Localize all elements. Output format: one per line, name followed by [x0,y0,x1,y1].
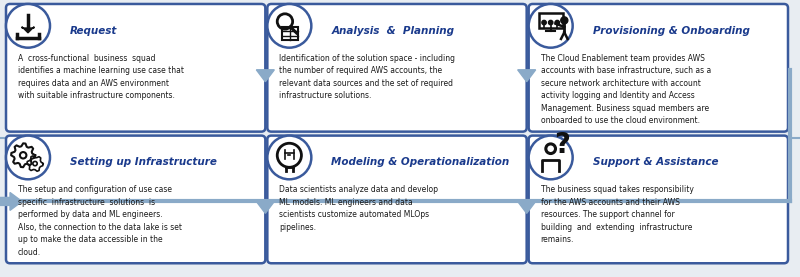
FancyArrow shape [518,70,536,82]
FancyArrow shape [256,201,274,213]
Text: The business squad takes responsibility
for the AWS accounts and their AWS
resou: The business squad takes responsibility … [541,185,694,244]
Circle shape [529,136,573,179]
Circle shape [6,4,50,48]
FancyBboxPatch shape [6,4,266,132]
Text: The Cloud Enablement team provides AWS
accounts with base infrastructure, such a: The Cloud Enablement team provides AWS a… [541,54,711,125]
Bar [282,27,298,40]
FancyArrow shape [256,70,274,82]
Text: Modeling & Operationalization: Modeling & Operationalization [331,157,510,168]
Circle shape [267,4,311,48]
FancyArrow shape [518,201,536,213]
FancyBboxPatch shape [529,136,788,263]
FancyArrow shape [0,193,22,210]
Text: Setting up Infrastructure: Setting up Infrastructure [70,157,217,168]
Text: A  cross-functional  business  squad
identifies a machine learning use case that: A cross-functional business squad identi… [18,54,184,100]
Circle shape [542,20,546,25]
FancyBboxPatch shape [267,136,526,263]
Text: Analysis  &  Planning: Analysis & Planning [331,26,454,36]
Text: The setup and configuration of use case
specific  infrastructure  solutions  is
: The setup and configuration of use case … [18,185,182,257]
Circle shape [555,20,559,25]
Circle shape [267,136,311,179]
Circle shape [6,136,50,179]
Bar [538,13,562,28]
FancyBboxPatch shape [267,4,526,132]
FancyBboxPatch shape [529,4,788,132]
FancyArrow shape [22,27,34,33]
Text: ?: ? [554,132,570,160]
Circle shape [549,20,553,25]
Text: Request: Request [70,26,118,36]
Text: Identification of the solution space - including
the number of required AWS acco: Identification of the solution space - i… [279,54,455,100]
Circle shape [561,17,568,24]
Text: Provisioning & Onboarding: Provisioning & Onboarding [593,26,750,36]
Text: Data scientists analyze data and develop
ML models. ML engineers and data
scient: Data scientists analyze data and develop… [279,185,438,232]
Text: Support & Assistance: Support & Assistance [593,157,718,168]
FancyBboxPatch shape [6,136,266,263]
Circle shape [529,4,573,48]
